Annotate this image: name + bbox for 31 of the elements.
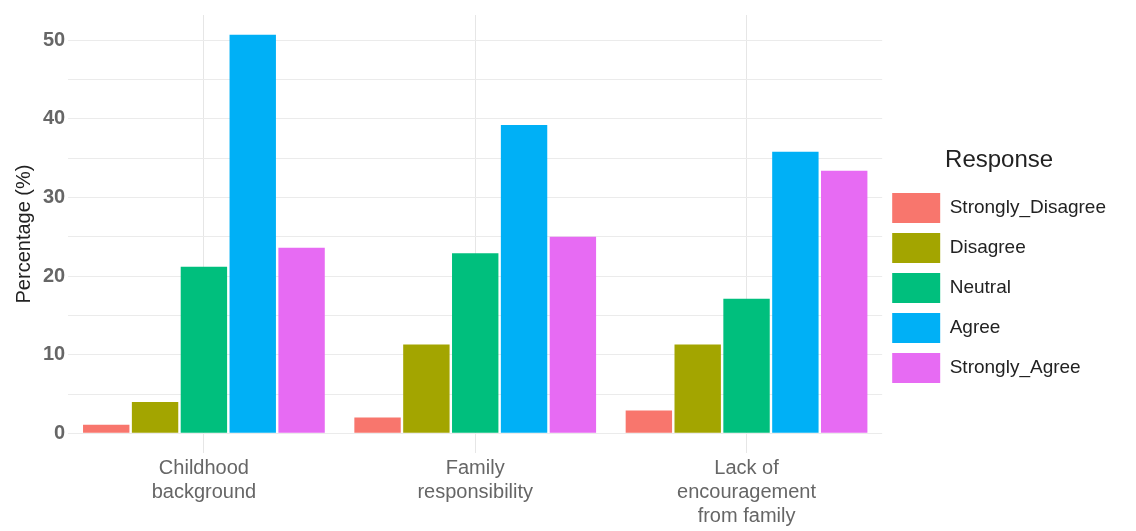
bar <box>500 125 548 433</box>
bar <box>278 247 325 433</box>
legend-label: Disagree <box>949 236 1026 258</box>
x-tick-label: Lack of encouragement from family <box>677 455 817 526</box>
y-tick-label: 30 <box>43 184 66 207</box>
legend-label: Strongly_Disagree <box>949 196 1107 219</box>
bar <box>229 34 276 433</box>
x-tick-label: Childhood background <box>151 455 257 502</box>
bar <box>772 151 819 433</box>
bar <box>354 417 401 433</box>
y-axis-title: Percentage (%) <box>11 164 34 304</box>
bar <box>821 170 868 433</box>
bar <box>83 424 130 433</box>
y-tick-label: 20 <box>43 263 66 286</box>
y-tick-label: 10 <box>43 342 66 365</box>
bar <box>625 410 673 433</box>
bar <box>180 266 228 433</box>
bar <box>723 298 770 433</box>
bar <box>403 344 450 433</box>
bar <box>131 401 179 433</box>
bar <box>674 344 721 433</box>
x-tick-label: Family responsibility <box>417 455 534 502</box>
legend-label: Strongly_Agree <box>949 356 1081 379</box>
y-tick-label: 40 <box>43 106 66 129</box>
legend-title: Response <box>945 144 1054 172</box>
bar <box>452 253 499 433</box>
legend-label: Neutral <box>949 276 1011 298</box>
bar <box>549 236 597 433</box>
y-tick-label: 50 <box>43 27 66 50</box>
legend-label: Agree <box>949 316 1001 338</box>
y-tick-label: 0 <box>54 420 66 443</box>
